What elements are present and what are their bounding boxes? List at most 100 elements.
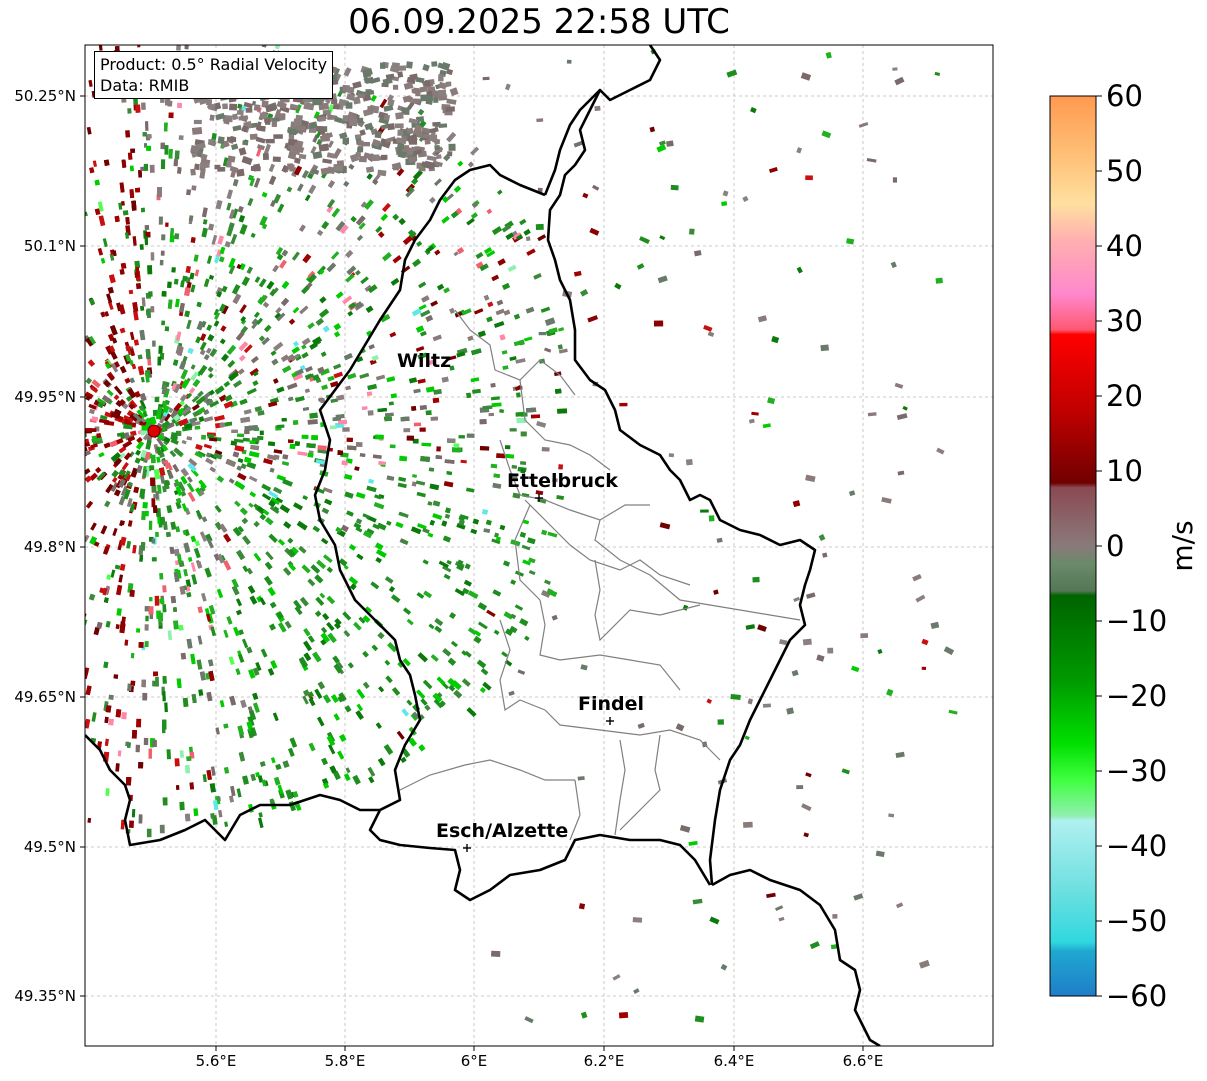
echo-pixel — [145, 615, 149, 622]
echo-pixel — [345, 385, 352, 391]
echo-pixel — [163, 436, 171, 444]
echo-pixel — [473, 630, 482, 637]
echo-pixel — [85, 337, 94, 347]
echo-pixel — [85, 442, 90, 447]
echo-pixel — [230, 233, 238, 245]
echo-pixel — [207, 334, 215, 342]
echo-pixel — [435, 455, 443, 460]
echo-pixel — [166, 281, 172, 289]
echo-pixel — [261, 779, 267, 787]
echo-pixel — [525, 306, 535, 314]
echo-pixel — [108, 301, 114, 310]
echo-pixel — [131, 363, 137, 370]
echo-pixel — [189, 272, 195, 280]
echo-pixel — [103, 661, 109, 669]
echo-pixel — [273, 134, 283, 139]
echo-pixel — [319, 592, 326, 599]
echo-pixel — [194, 540, 200, 547]
echo-pixel — [228, 257, 236, 269]
echo-pixel — [116, 608, 122, 616]
echo-pixel — [355, 215, 366, 226]
echo-pixel — [109, 440, 118, 448]
echo-pixel — [312, 97, 322, 106]
echo-pixel — [421, 442, 432, 447]
echo-pixel — [188, 215, 194, 222]
colorbar-tick-label: 40 — [1106, 229, 1143, 263]
echo-pixel — [475, 251, 484, 260]
echo-pixel — [301, 337, 311, 346]
echo-pixel — [619, 402, 628, 407]
echo-pixel — [162, 676, 167, 684]
echo-pixel — [221, 305, 229, 315]
echo-pixel — [307, 419, 318, 425]
echo-pixel — [195, 443, 203, 451]
echo-pixel — [206, 255, 213, 264]
echo-pixel — [445, 507, 451, 514]
echo-pixel — [86, 126, 92, 135]
echo-pixel — [483, 246, 493, 255]
echo-pixel — [503, 611, 514, 620]
echo-pixel — [216, 588, 224, 599]
echo-pixel — [427, 532, 434, 538]
echo-pixel — [556, 495, 565, 501]
echo-pixel — [517, 669, 526, 675]
echo-pixel — [166, 749, 172, 760]
echo-pixel — [335, 414, 345, 419]
echo-pixel — [125, 345, 132, 352]
echo-pixel — [273, 378, 279, 384]
echo-pixel — [558, 464, 563, 470]
echo-pixel — [384, 576, 394, 584]
echo-pixel — [688, 228, 695, 235]
echo-pixel — [115, 709, 122, 718]
echo-pixel — [317, 445, 327, 451]
echo-pixel — [425, 386, 435, 393]
echo-pixel — [394, 123, 404, 129]
echo-pixel — [428, 134, 438, 142]
echo-pixel — [319, 398, 326, 404]
echo-pixel — [195, 336, 202, 344]
echo-pixel — [895, 751, 905, 759]
echo-pixel — [177, 346, 184, 357]
echo-pixel — [193, 808, 199, 817]
echo-pixel — [367, 410, 374, 416]
echo-pixel — [231, 208, 239, 219]
echo-pixel — [460, 308, 472, 316]
echo-pixel — [270, 660, 278, 670]
echo-pixel — [203, 443, 212, 449]
echo-pixel — [203, 278, 210, 288]
echo-pixel — [399, 455, 408, 462]
echo-pixel — [241, 105, 246, 112]
echo-pixel — [139, 488, 146, 499]
colorbar-ticks — [1096, 95, 1102, 997]
echo-pixel — [209, 466, 216, 473]
echo-pixel — [279, 504, 290, 514]
echo-pixel — [291, 346, 300, 354]
echo-pixel — [327, 632, 337, 643]
echo-pixel — [206, 347, 212, 354]
echo-pixel — [119, 365, 127, 374]
echo-pixel — [360, 276, 369, 285]
echo-pixel — [461, 678, 471, 687]
echo-pixel — [114, 215, 120, 223]
echo-pixel — [101, 395, 112, 404]
echo-pixel — [261, 483, 271, 492]
echo-pixel — [481, 508, 489, 515]
echo-pixel — [273, 193, 281, 204]
echo-pixel — [194, 163, 200, 170]
echo-pixel — [259, 215, 268, 227]
echo-pixel — [413, 422, 422, 427]
echo-pixel — [331, 251, 340, 260]
echo-pixel — [379, 98, 388, 109]
echo-pixel — [377, 522, 387, 531]
echo-pixel — [259, 761, 266, 767]
echo-pixel — [157, 356, 162, 366]
echo-pixel — [162, 585, 167, 593]
echo-pixel — [197, 635, 203, 645]
echo-pixel — [151, 557, 157, 562]
echo-pixel — [433, 388, 442, 395]
echo-pixel — [363, 530, 373, 539]
echo-pixel — [256, 317, 263, 325]
echo-pixel — [587, 315, 599, 323]
echo-pixel — [249, 367, 259, 377]
echo-pixel — [183, 542, 191, 553]
